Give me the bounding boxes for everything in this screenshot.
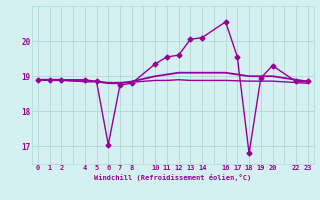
X-axis label: Windchill (Refroidissement éolien,°C): Windchill (Refroidissement éolien,°C) [94,174,252,181]
